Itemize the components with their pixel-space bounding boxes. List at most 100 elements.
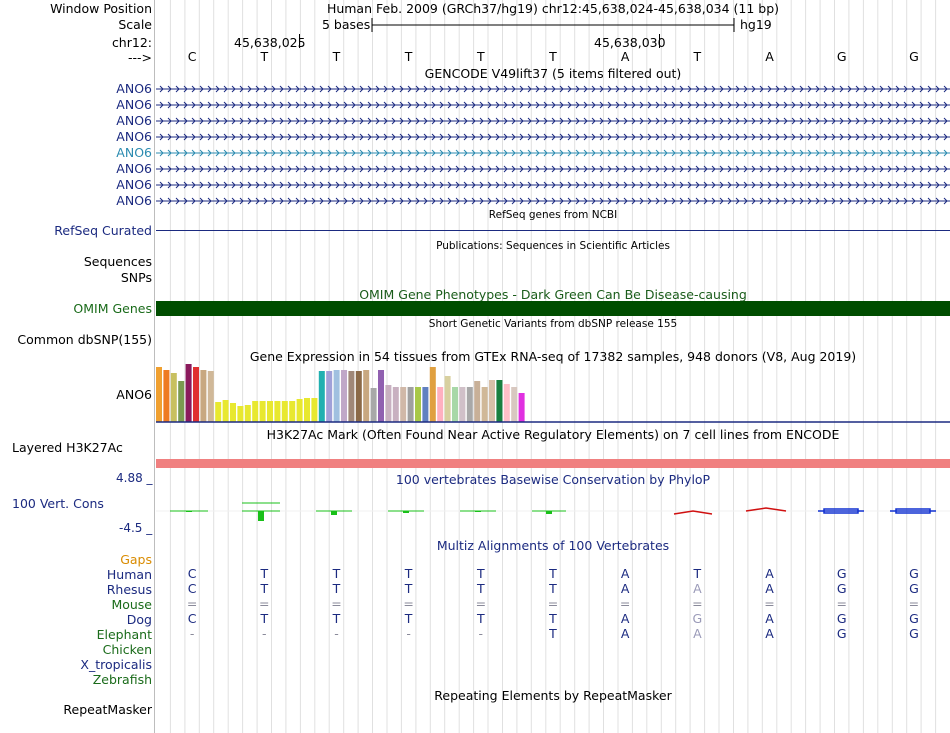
gtex-tissue-bar[interactable] [496,380,503,422]
gtex-track-title[interactable]: Gene Expression in 54 tissues from GTEx … [249,349,857,364]
gtex-tissue-bar[interactable] [311,398,318,422]
strand-arrow [295,181,300,189]
gtex-tissue-bar[interactable] [503,384,510,422]
gtex-tissue-bar[interactable] [341,370,347,422]
species-label[interactable]: Dog [126,612,152,627]
strand-arrow [831,117,836,125]
gtex-tissue-bar[interactable] [185,364,192,422]
strand-arrow [271,85,276,93]
gencode-transcript-label[interactable]: ANO6 [116,129,152,144]
sequences-label[interactable]: Sequences [83,254,152,269]
gtex-tissue-bar[interactable] [289,401,296,422]
gtex-tissue-bar[interactable] [333,370,340,422]
conservation-plot[interactable] [156,486,950,536]
snps-label[interactable]: SNPs [120,270,152,285]
vert-cons-label[interactable]: 100 Vert. Cons [12,496,104,511]
gtex-tissue-bar[interactable] [378,370,384,422]
gtex-tissue-bar[interactable] [156,367,162,422]
strand-arrow [823,181,828,189]
gtex-tissue-bar[interactable] [489,380,495,422]
species-label[interactable]: Chicken [102,642,152,657]
common-dbsnp-label[interactable]: Common dbSNP(155) [17,332,152,347]
gtex-tissue-bar[interactable] [452,387,458,422]
gtex-tissue-bar[interactable] [281,401,288,422]
gencode-transcript-label[interactable]: ANO6 [116,177,152,192]
gencode-transcript-label[interactable]: ANO6 [116,97,152,112]
strand-arrow [327,85,332,93]
gtex-tissue-bar[interactable] [200,370,207,422]
strand-arrow [695,197,700,205]
gtex-tissue-bar[interactable] [459,387,466,422]
gencode-transcript-label[interactable]: ANO6 [116,193,152,208]
gtex-tissue-bar[interactable] [193,367,199,422]
gtex-tissue-bar[interactable] [296,399,303,422]
gtex-tissue-bar[interactable] [267,401,273,422]
gtex-expression-chart[interactable] [156,362,950,424]
gencode-gene-lines[interactable] [156,78,950,208]
dbsnp-track-title[interactable]: Short Genetic Variants from dbSNP releas… [428,318,678,330]
refseq-curated-label[interactable]: RefSeq Curated [54,223,152,238]
repeatmasker-label[interactable]: RepeatMasker [63,702,152,717]
gtex-tissue-bar[interactable] [370,388,377,422]
gtex-gene-label[interactable]: ANO6 [116,387,152,402]
gtex-tissue-bar[interactable] [511,387,518,422]
gtex-tissue-bar[interactable] [230,403,236,422]
species-label[interactable]: Elephant [96,627,152,642]
gtex-tissue-bar[interactable] [363,370,370,422]
gtex-tissue-bar[interactable] [304,398,310,422]
layered-h3k27ac-label[interactable]: Layered H3K27Ac [12,440,123,455]
gtex-tissue-bar[interactable] [474,381,481,422]
gencode-transcript-label[interactable]: ANO6 [116,145,152,160]
gtex-tissue-bar[interactable] [170,373,177,422]
gtex-tissue-bar[interactable] [318,371,325,422]
gencode-transcript-label[interactable]: ANO6 [116,81,152,96]
gtex-tissue-bar[interactable] [348,371,355,422]
strand-arrow [655,85,660,93]
repeatmasker-track-title[interactable]: Repeating Elements by RepeatMasker [434,688,672,703]
multiz-track-title[interactable]: Multiz Alignments of 100 Vertebrates [436,538,670,553]
gtex-tissue-bar[interactable] [252,401,259,422]
gtex-tissue-bar[interactable] [466,387,473,422]
species-label[interactable]: X_tropicalis [80,657,152,672]
gtex-tissue-bar[interactable] [222,400,229,422]
gtex-tissue-bar[interactable] [444,376,451,422]
gencode-transcript-label[interactable]: ANO6 [116,161,152,176]
gtex-tissue-bar[interactable] [244,405,251,422]
gtex-tissue-bar[interactable] [429,367,436,422]
omim-gene-bar[interactable] [156,301,950,316]
gtex-tissue-bar[interactable] [481,387,488,422]
gtex-tissue-bar[interactable] [355,371,362,422]
conservation-track-title[interactable]: 100 vertebrates Basewise Conservation by… [395,472,711,487]
gtex-tissue-bar[interactable] [163,370,170,422]
gtex-tissue-bar[interactable] [207,371,214,422]
gtex-tissue-bar[interactable] [178,381,185,422]
species-label[interactable]: Human [106,567,152,582]
gtex-tissue-bar[interactable] [385,385,392,422]
gtex-tissue-bar[interactable] [215,402,222,422]
gtex-tissue-bar[interactable] [274,401,281,422]
strand-arrow [215,101,220,109]
species-label[interactable]: Rhesus [106,582,152,597]
species-label[interactable]: Zebrafish [92,672,152,687]
gtex-tissue-bar[interactable] [259,401,266,422]
gtex-tissue-bar[interactable] [422,387,429,422]
h3k27ac-track-title[interactable]: H3K27Ac Mark (Often Found Near Active Re… [266,427,840,442]
gtex-tissue-bar[interactable] [437,387,444,422]
omim-track-title[interactable]: OMIM Gene Phenotypes - Dark Green Can Be… [359,287,747,302]
gtex-tissue-bar[interactable] [326,371,333,422]
refseq-gene-line[interactable] [156,230,950,231]
species-label[interactable]: Mouse [111,597,152,612]
publications-track-title[interactable]: Publications: Sequences in Scientific Ar… [436,240,670,252]
gtex-tissue-bar[interactable] [407,387,414,422]
gtex-tissue-bar[interactable] [392,387,399,422]
gtex-tissue-bar[interactable] [237,406,244,422]
gtex-tissue-bar[interactable] [518,393,525,422]
gtex-tissue-bar[interactable] [415,387,421,422]
gencode-transcript-label[interactable]: ANO6 [116,113,152,128]
refseq-track-title[interactable]: RefSeq genes from NCBI [488,209,618,221]
h3k27ac-signal-bar[interactable] [156,459,950,468]
gtex-tissue-bar[interactable] [400,387,407,422]
gencode-track-title[interactable]: GENCODE V49lift37 (5 items filtered out) [424,66,682,81]
omim-genes-label[interactable]: OMIM Genes [73,301,152,316]
